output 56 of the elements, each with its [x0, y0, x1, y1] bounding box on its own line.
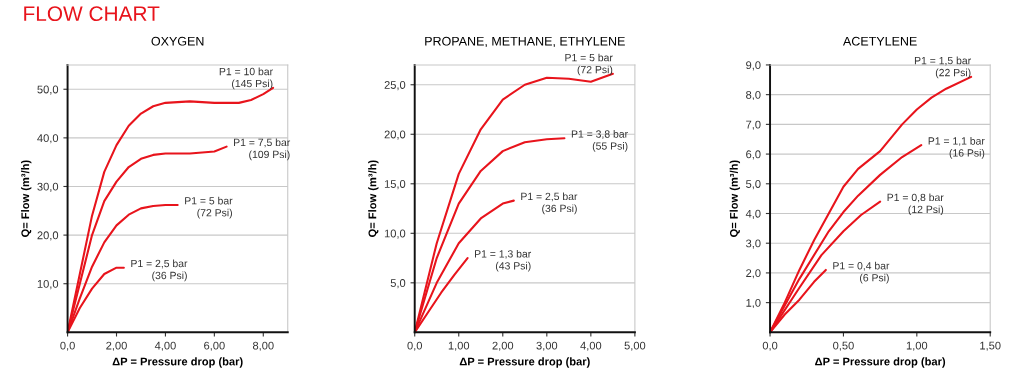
y-axis-title: Q= Flow (m³/h)	[729, 160, 741, 237]
y-tick-label: 10,0	[384, 229, 406, 239]
x-tick-label: 8,00	[252, 341, 274, 351]
x-tick-label: 2,00	[106, 341, 127, 351]
x-axis-title: ΔP = Pressure drop (bar)	[112, 357, 243, 368]
x-tick-label: 1,50	[980, 341, 1001, 351]
x-tick-label: 4,00	[154, 341, 176, 351]
series-label: P1 = 10 bar (145 Psi)	[219, 67, 273, 90]
x-tick-label: 3,00	[536, 341, 558, 351]
y-tick-label: 5,0	[390, 279, 406, 289]
x-tick-label: 6,00	[204, 341, 225, 351]
y-tick-label: 20,0	[384, 130, 406, 140]
series-label: P1 = 5 bar (72 Psi)	[565, 53, 613, 76]
chart-title: ACETYLENE	[842, 36, 917, 46]
series-label: P1 = 2,5 bar (36 Psi)	[521, 192, 578, 215]
y-tick-label: 30,0	[37, 182, 59, 192]
x-tick-label: 0,0	[762, 341, 778, 351]
y-tick-label: 2,0	[746, 269, 761, 279]
series-label: P1 = 0,4 bar (6 Psi)	[833, 261, 890, 284]
x-tick-label: 2,00	[492, 341, 514, 351]
chart-title: PROPANE, METHANE, ETHYLENE	[425, 36, 625, 48]
y-tick-label: 9,0	[746, 61, 761, 71]
x-axis-title: ΔP = Pressure drop (bar)	[815, 357, 946, 368]
x-axis-title: ΔP = Pressure drop (bar)	[459, 357, 590, 368]
y-tick-label: 3,0	[746, 239, 761, 249]
x-tick-label: 0,50	[833, 341, 854, 351]
x-tick-label: 5,00	[624, 341, 646, 351]
y-tick-label: 5,0	[746, 180, 761, 190]
x-tick-label: 0,0	[407, 341, 423, 351]
series-label: P1 = 1,5 bar (22 Psi)	[914, 56, 971, 79]
x-tick-label: 0,0	[60, 341, 75, 351]
x-tick-label: 4,00	[580, 341, 602, 351]
y-axis-title: Q= Flow (m³/h)	[368, 160, 379, 237]
y-tick-label: 7,0	[746, 120, 761, 130]
y-tick-label: 20,0	[37, 231, 59, 241]
y-tick-label: 1,0	[746, 298, 761, 309]
y-tick-label: 50,0	[37, 85, 59, 95]
y-tick-label: 4,0	[745, 209, 761, 219]
x-tick-label: 1,00	[906, 341, 928, 351]
series-label: P1 = 3,8 bar (55 Psi)	[571, 130, 628, 152]
y-axis-title: Q= Flow (m³/h)	[21, 160, 32, 237]
y-tick-label: 8,0	[746, 90, 761, 101]
series-label: P1 = 2,5 bar (36 Psi)	[131, 259, 188, 282]
series-label: P1 = 5 bar (72 Psi)	[185, 196, 233, 219]
y-tick-label: 6,0	[746, 150, 761, 160]
series-label: P1 = 0,8 bar (12 Psi)	[887, 193, 944, 216]
x-tick-label: 1,00	[448, 341, 470, 351]
y-tick-label: 15,0	[384, 180, 406, 190]
series-label: P1 = 1,1 bar (16 Psi)	[928, 136, 985, 159]
y-tick-label: 25,0	[384, 81, 406, 91]
series-label: P1 = 1,3 bar (43 Psi)	[475, 249, 532, 272]
y-tick-label: 40,0	[37, 134, 59, 144]
y-tick-label: 10,0	[37, 279, 59, 290]
chart-title: OXYGEN	[151, 36, 204, 46]
series-label: P1 = 7,5 bar (109 Psi)	[234, 138, 291, 161]
text: FLOW CHART	[24, 6, 160, 22]
